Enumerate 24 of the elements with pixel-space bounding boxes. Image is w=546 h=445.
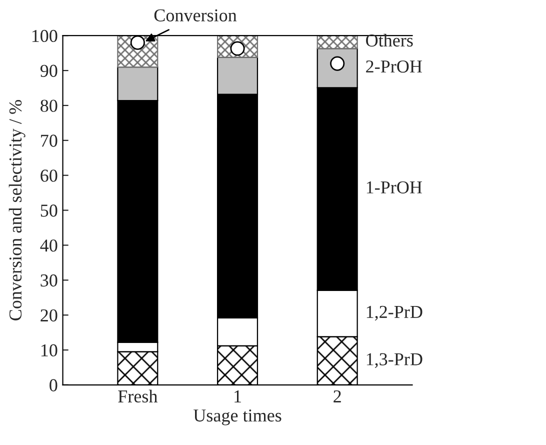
- x-tick-label: Fresh: [118, 390, 158, 402]
- series-label: 1-PrOH: [366, 181, 422, 194]
- series-label: Conversion: [154, 9, 237, 22]
- bar: [316, 36, 358, 50]
- y-tick-label: 100: [32, 30, 58, 42]
- y-tick-label: 40: [40, 239, 58, 252]
- series-label: 2-PrOH: [366, 60, 422, 73]
- y-tick-label: 70: [41, 134, 58, 147]
- y-tick-label: 30: [40, 274, 58, 287]
- y-axis-title: Conversion and selectivity / %: [8, 100, 26, 320]
- y-tick-label: 50: [40, 204, 58, 217]
- x-tick-label: 2: [334, 390, 341, 402]
- y-tick-label: 60: [40, 170, 58, 182]
- x-axis-title: Usage times: [194, 409, 282, 426]
- y-tick-label: 90: [40, 64, 58, 77]
- y-tick-label: 80: [40, 100, 58, 112]
- series-label: Others: [366, 34, 413, 47]
- y-tick-label: 10: [41, 344, 58, 356]
- y-tick-label: 20: [40, 309, 58, 322]
- point: [130, 36, 145, 50]
- series-label: 1,2-PrD: [366, 306, 422, 321]
- y-tick-label: 0: [50, 379, 58, 392]
- series-label: 1,3-PrD: [366, 353, 422, 368]
- x-tick-label: 1: [234, 390, 241, 402]
